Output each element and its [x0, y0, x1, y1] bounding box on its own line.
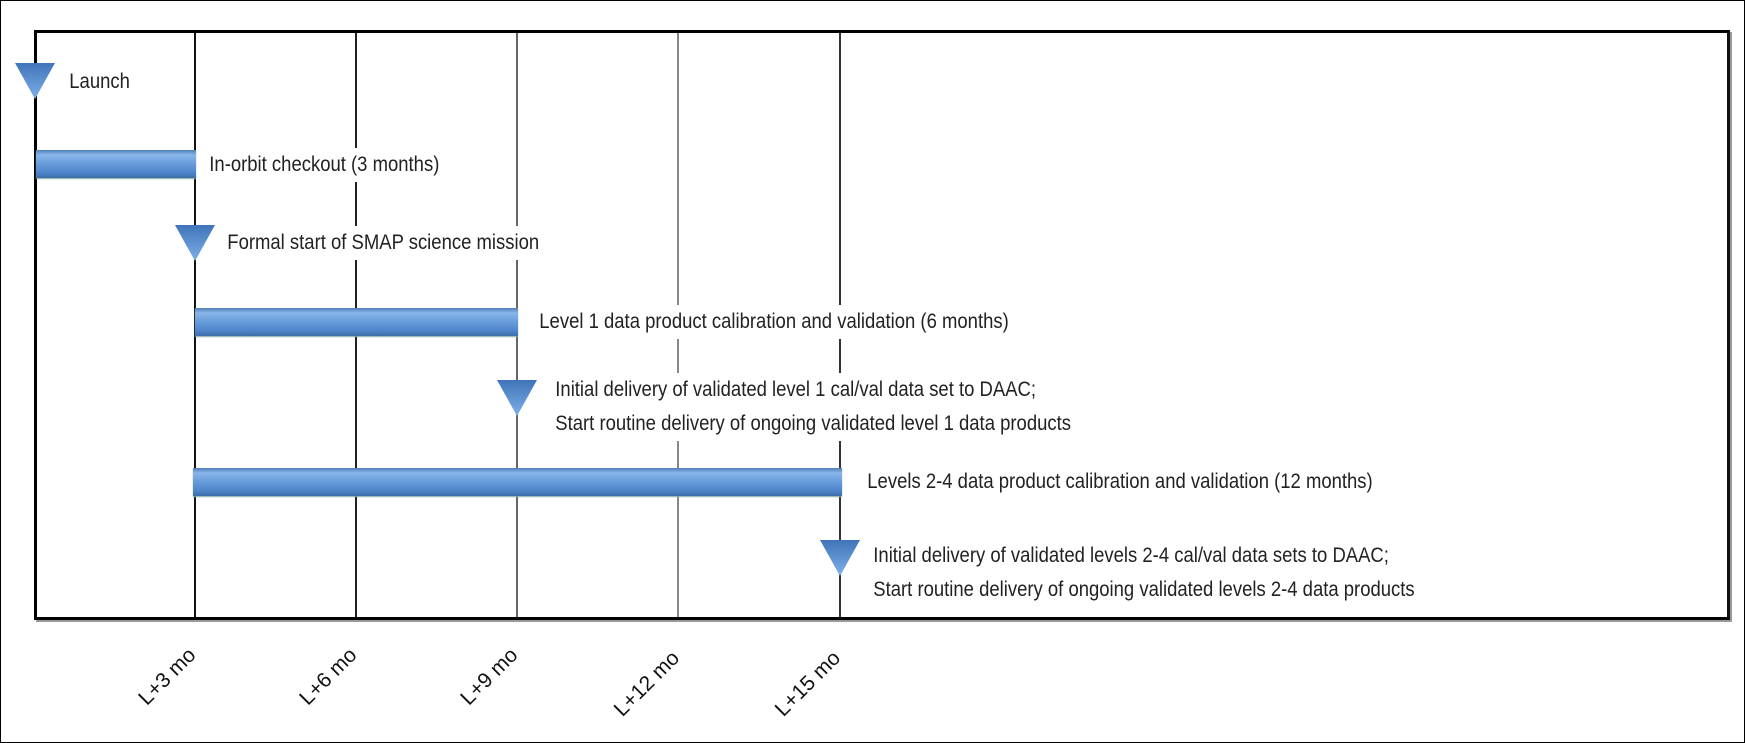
milestone-formal-start-label: Formal start of SMAP science mission — [222, 226, 545, 260]
task-label-level1-calval: Level 1 data product calibration and val… — [534, 305, 1015, 339]
task-label-checkout: In-orbit checkout (3 months) — [204, 148, 445, 182]
task-bar-level1-calval — [195, 308, 518, 336]
milestone-level1-delivery-line1: Initial delivery of validated level 1 ca… — [555, 378, 1037, 401]
timeline-frame — [34, 30, 1730, 620]
milestone-levels24-delivery-label: Initial delivery of validated levels 2-4… — [868, 539, 1420, 607]
milestone-level1-delivery-label: Initial delivery of validated level 1 ca… — [550, 373, 1077, 441]
task-label-levels24-calval: Levels 2-4 data product calibration and … — [862, 465, 1378, 499]
milestone-launch-label: Launch — [64, 65, 136, 99]
milestone-levels24-delivery-line2: Start routine delivery of ongoing valida… — [873, 578, 1415, 601]
task-bar-checkout — [36, 150, 196, 178]
task-bar-levels24-calval — [193, 468, 842, 496]
milestone-levels24-delivery-line1: Initial delivery of validated levels 2-4… — [873, 544, 1389, 567]
milestone-level1-delivery-line2: Start routine delivery of ongoing valida… — [555, 412, 1071, 435]
